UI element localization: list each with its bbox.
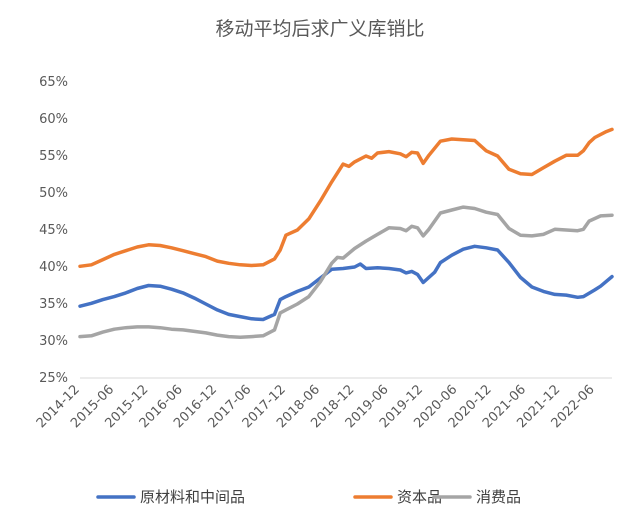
legend: 原材料和中间品 资本品 消费品 — [96, 488, 521, 506]
y-tick-label: 30% — [39, 334, 68, 349]
legend-label-2: 消费品 — [476, 488, 521, 506]
y-tick-label: 50% — [39, 186, 68, 201]
y-tick-label: 65% — [39, 75, 68, 90]
series-lines — [78, 127, 614, 340]
y-axis: 25% 30% 35% 40% 45% 50% 55% 60% 65% — [39, 75, 68, 386]
legend-label-0: 原材料和中间品 — [140, 488, 245, 506]
y-tick-label: 40% — [39, 260, 68, 275]
y-tick-label: 45% — [39, 223, 68, 238]
y-tick-label: 60% — [39, 112, 68, 127]
series-line-1 — [78, 127, 614, 269]
y-tick-label: 25% — [39, 371, 68, 386]
y-tick-label: 55% — [39, 149, 68, 164]
x-axis: 2014-122015-062015-122016-062016-122017-… — [34, 382, 598, 431]
series-line-0 — [78, 244, 614, 322]
series-line-2 — [78, 205, 614, 340]
chart-title: 移动平均后求广义库销比 — [215, 18, 425, 40]
legend-label-1: 资本品 — [397, 488, 442, 506]
y-tick-label: 35% — [39, 297, 68, 312]
